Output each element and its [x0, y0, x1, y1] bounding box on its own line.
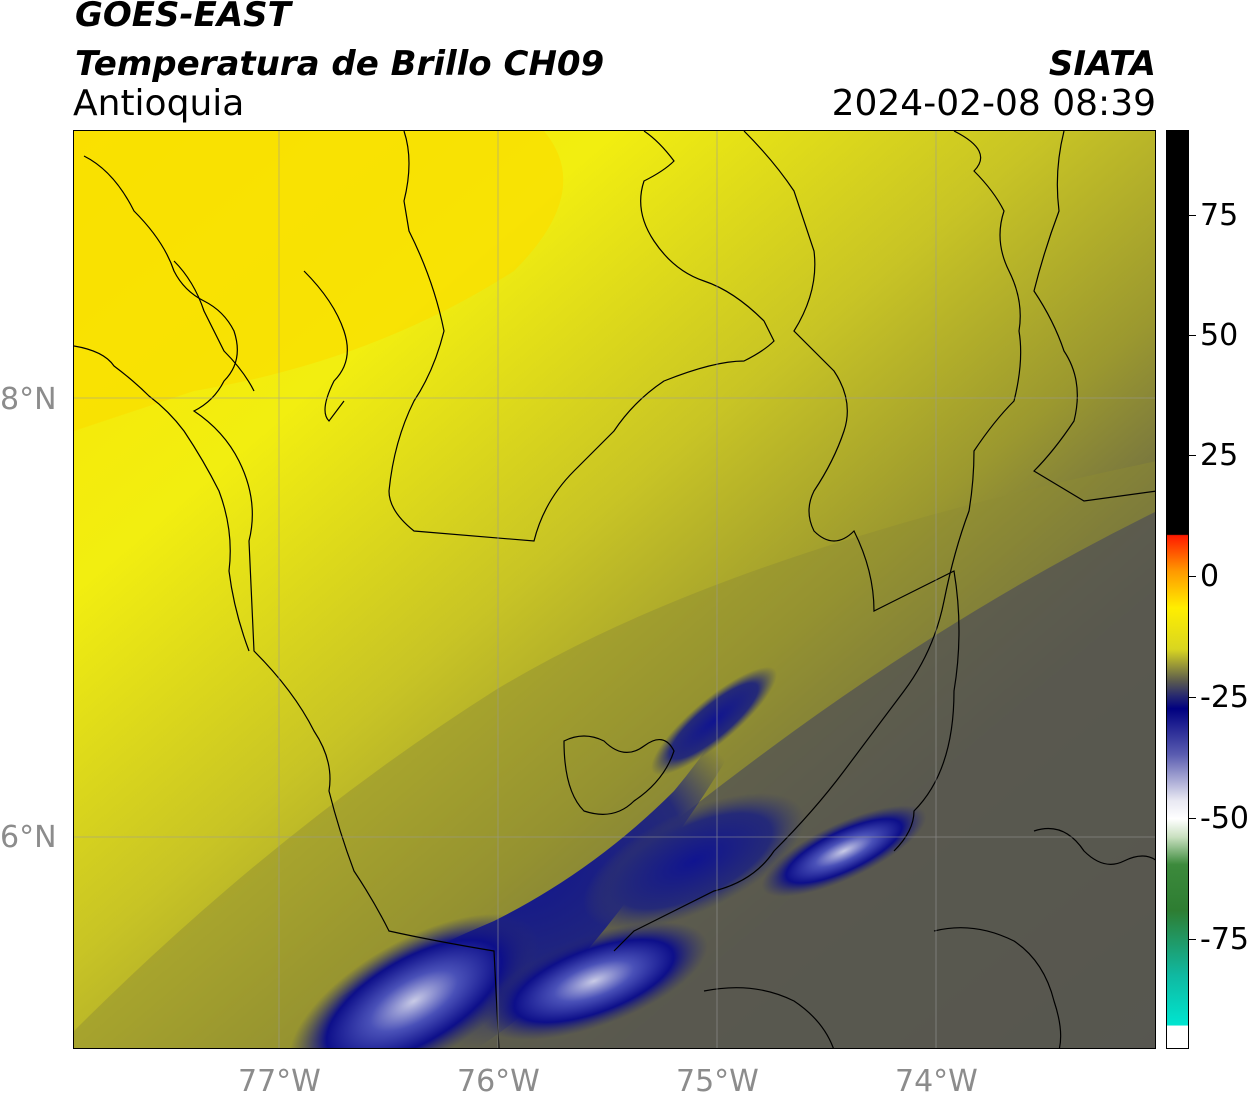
- lon-label-74w: 74°W: [895, 1064, 978, 1099]
- borders: [74, 131, 1155, 1048]
- cb-label-minus25: -25: [1200, 680, 1249, 715]
- lat-label-6n: 6°N: [0, 820, 57, 855]
- agency-label: SIATA: [1048, 44, 1156, 84]
- map-svg: [74, 131, 1155, 1048]
- colorbar: [1166, 130, 1189, 1049]
- lon-label-75w: 75°W: [676, 1064, 759, 1099]
- cold-cloud-core-3: [761, 805, 927, 897]
- cb-tick-50: [1189, 335, 1196, 336]
- cb-tick-75: [1189, 215, 1196, 216]
- cb-tick-0: [1189, 576, 1196, 577]
- lon-label-76w: 76°W: [457, 1064, 540, 1099]
- graticule: [74, 131, 1155, 1048]
- product-title: Temperatura de Brillo CH09: [75, 44, 605, 84]
- cold-cloud-core-1: [289, 913, 539, 1048]
- warm-region: [74, 131, 564, 431]
- cb-label-0: 0: [1200, 559, 1220, 594]
- colorbar-svg: [1167, 131, 1188, 1048]
- cb-tick-minus75: [1189, 939, 1196, 940]
- timestamp-label: 2024-02-08 08:39: [831, 83, 1156, 124]
- cb-label-minus50: -50: [1200, 801, 1249, 836]
- lat-label-8n: 8°N: [0, 382, 57, 417]
- cb-label-75: 75: [1200, 198, 1239, 233]
- cb-tick-25: [1189, 455, 1196, 456]
- lon-label-77w: 77°W: [238, 1064, 321, 1099]
- cb-tick-minus50: [1189, 818, 1196, 819]
- satellite-title: GOES-EAST: [75, 0, 291, 35]
- brightness-temperature-map: [73, 130, 1156, 1049]
- colorbar-gradient: [1167, 131, 1188, 1048]
- cold-cloud-core-4: [651, 666, 777, 776]
- cold-cloud-core-2: [480, 922, 708, 1040]
- cb-label-minus75: -75: [1200, 922, 1249, 957]
- cold-cloud-area: [583, 792, 805, 930]
- cb-tick-minus25: [1189, 697, 1196, 698]
- cb-label-50: 50: [1200, 318, 1239, 353]
- cb-label-25: 25: [1200, 438, 1239, 473]
- region-label: Antioquia: [73, 83, 245, 124]
